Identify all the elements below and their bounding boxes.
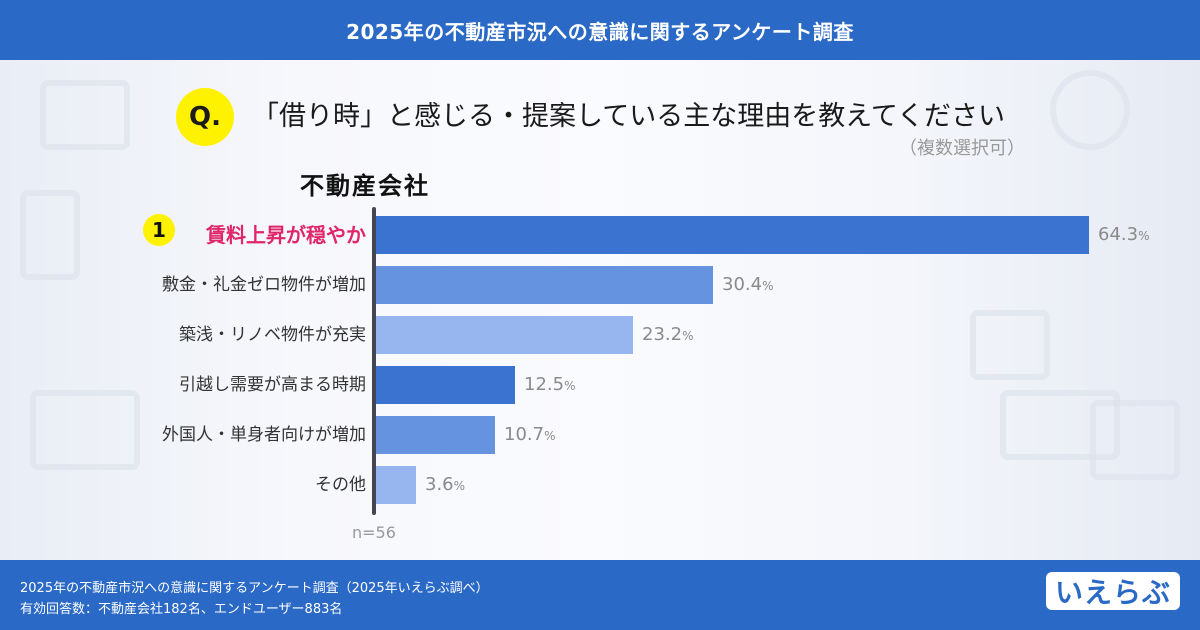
- bar-value: 23.2%: [642, 316, 693, 354]
- bar: [376, 266, 713, 304]
- bar-value: 3.6%: [425, 466, 465, 504]
- question-text: 「借り時」と感じる・提案している主な理由を教えてください: [252, 101, 1006, 132]
- value-unit: %: [762, 279, 774, 293]
- rank-badge: 1: [143, 214, 175, 246]
- bar: [376, 216, 1089, 254]
- page-title: 2025年の不動産市況への意識に関するアンケート調査: [346, 19, 854, 44]
- bar-label: 外国人・単身者向けが増加: [162, 425, 366, 445]
- value-number: 23.2: [642, 324, 683, 345]
- value-unit: %: [564, 379, 576, 393]
- survey-source: 2025年の不動産市況への意識に関するアンケート調査（2025年いえらぶ調べ）: [20, 581, 489, 596]
- respondent-group-title: 不動産会社: [300, 172, 430, 200]
- background-calendar-icon: [970, 310, 1050, 380]
- background-cloud-icon: [1050, 70, 1130, 150]
- background-building-icon: [20, 190, 80, 280]
- background-laptop-icon: [30, 390, 140, 470]
- value-unit: %: [544, 429, 556, 443]
- response-count: 有効回答数：不動産会社182名、エンドユーザー883名: [20, 602, 343, 617]
- value-number: 3.6: [425, 474, 454, 495]
- bar-label: 敷金・礼金ゼロ物件が増加: [162, 275, 366, 295]
- value-unit: %: [453, 479, 466, 493]
- value-unit: %: [682, 329, 694, 343]
- chart-axis: [372, 207, 376, 515]
- bar-label: 築浅・リノベ物件が充実: [179, 325, 366, 345]
- value-number: 64.3: [1098, 224, 1139, 245]
- question-badge: Q.: [176, 88, 234, 146]
- bar-value: 12.5%: [524, 366, 575, 404]
- bar: [376, 416, 495, 454]
- background-document-icon: [1000, 390, 1120, 460]
- value-number: 10.7: [504, 424, 545, 445]
- header-bar: 2025年の不動産市況への意識に関するアンケート調査: [0, 0, 1200, 60]
- bar-value: 64.3%: [1098, 216, 1149, 254]
- footer-bar: 2025年の不動産市況への意識に関するアンケート調査（2025年いえらぶ調べ） …: [0, 560, 1200, 630]
- background-video-icon: [1090, 400, 1180, 480]
- brand-logo: いえらぶ: [1045, 572, 1180, 610]
- bar-label: 賃料上昇が穏やか: [206, 223, 366, 247]
- bar-label: 引越し需要が高まる時期: [179, 375, 366, 395]
- multiple-choice-note: （複数選択可）: [899, 138, 1025, 159]
- value-number: 30.4: [722, 274, 763, 295]
- value-unit: %: [1138, 229, 1150, 243]
- bar-value: 30.4%: [722, 266, 773, 304]
- bar: [376, 366, 515, 404]
- sample-size-note: n=56: [352, 523, 396, 542]
- background-monitor-icon: [40, 80, 130, 150]
- bar-label: その他: [315, 475, 366, 495]
- value-number: 12.5: [524, 374, 565, 395]
- bar-value: 10.7%: [504, 416, 555, 454]
- bar: [376, 466, 416, 504]
- bar: [376, 316, 633, 354]
